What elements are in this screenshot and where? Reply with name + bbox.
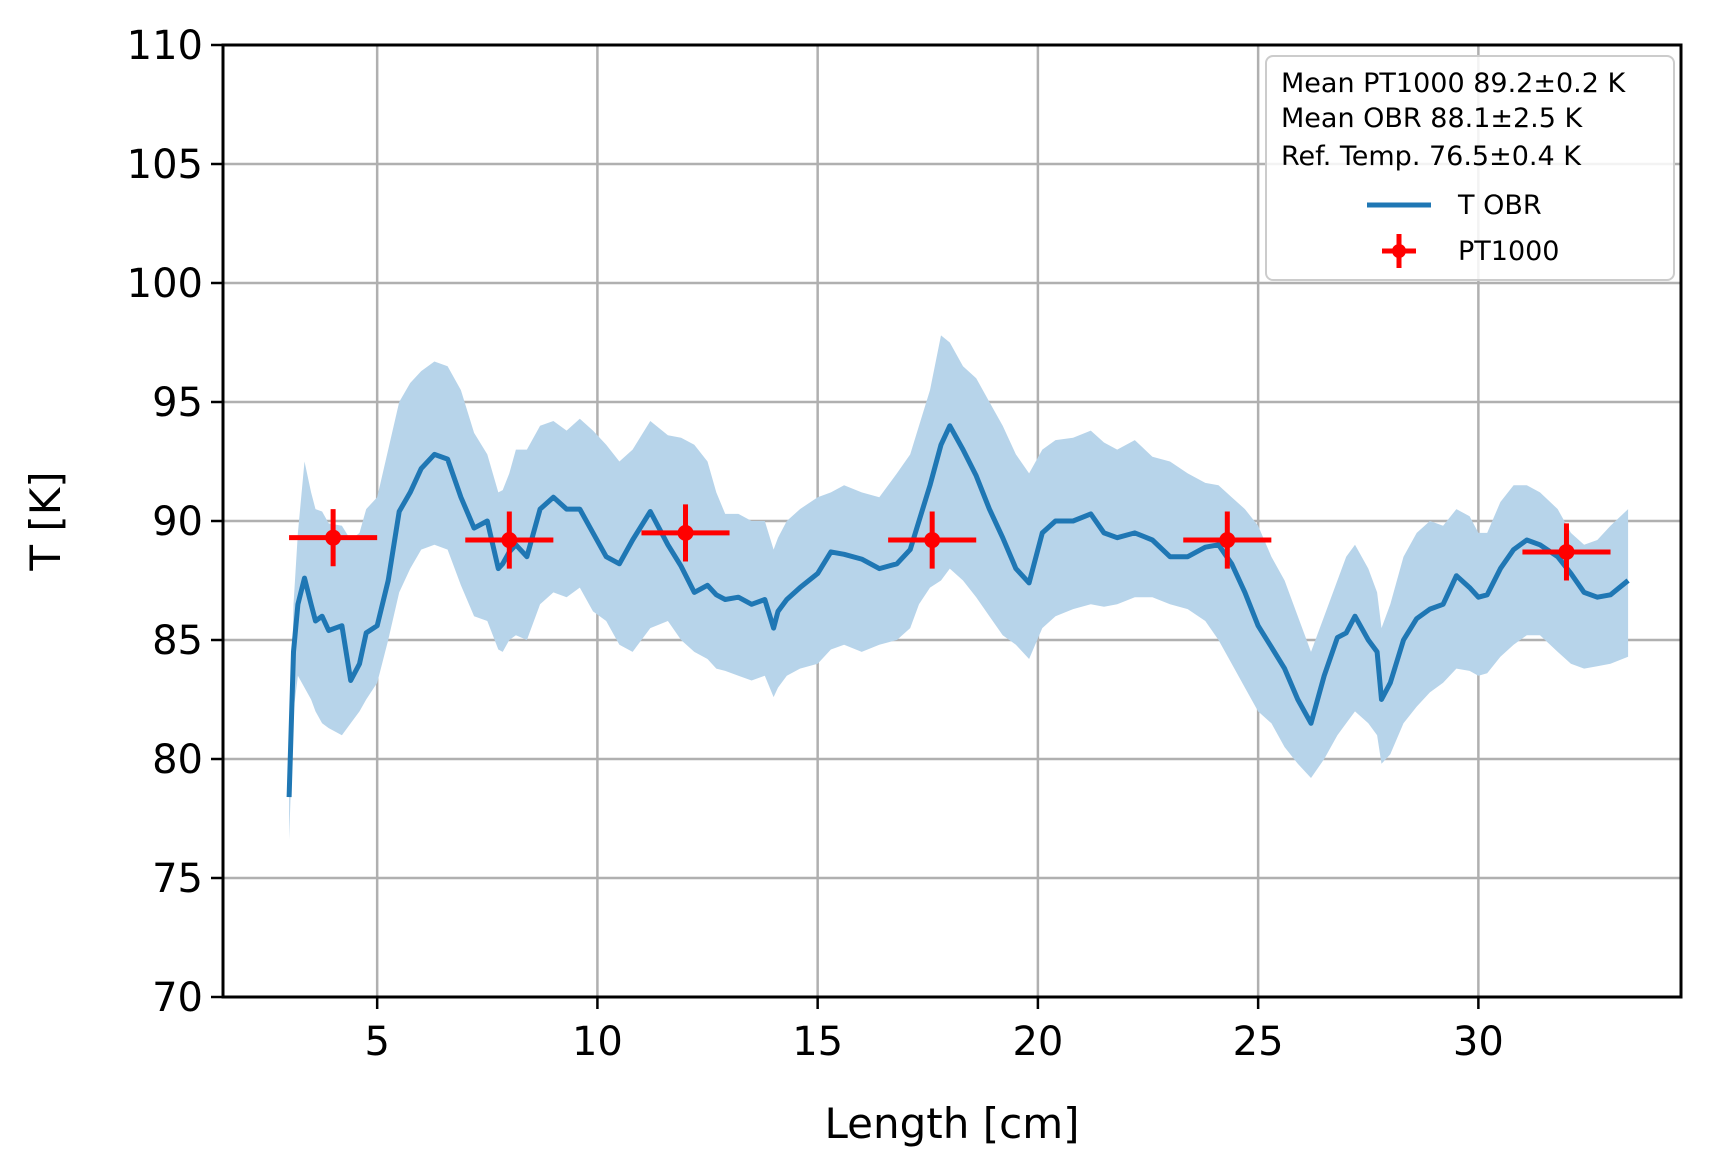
y-tick-label: 100	[127, 261, 203, 307]
y-tick-label: 75	[152, 856, 203, 902]
pt1000-point	[501, 532, 518, 549]
obr-uncertainty-band	[289, 335, 1629, 840]
legend-annotation-ref-temp: Ref. Temp. 76.5±0.4 K	[1281, 141, 1582, 172]
legend: Mean PT1000 89.2±0.2 K Mean OBR 88.1±2.5…	[1265, 55, 1675, 281]
x-tick-label: 20	[1012, 1019, 1063, 1065]
y-axis-label: T [K]	[21, 471, 70, 571]
y-tick-label: 95	[152, 380, 203, 426]
x-tick-label: 30	[1453, 1019, 1504, 1065]
obr-band-area	[289, 335, 1629, 840]
pt1000-point	[1558, 543, 1575, 560]
x-axis-label: Length [cm]	[825, 1099, 1080, 1148]
x-tick-label: 15	[792, 1019, 843, 1065]
legend-label-t-obr: T OBR	[1457, 190, 1542, 221]
y-tick-label: 70	[152, 975, 203, 1021]
legend-label-pt1000: PT1000	[1458, 236, 1560, 267]
legend-annotation-obr: Mean OBR 88.1±2.5 K	[1281, 103, 1584, 134]
x-tick-label: 5	[364, 1019, 389, 1065]
obr-line	[286, 423, 1630, 798]
pt1000-point	[325, 529, 342, 546]
y-tick-label: 110	[127, 23, 203, 69]
pt1000-point	[677, 524, 694, 541]
legend-box	[1265, 55, 1675, 281]
x-tick-label: 10	[572, 1019, 623, 1065]
y-tick-label: 90	[152, 499, 203, 545]
y-tick-label: 85	[152, 618, 203, 664]
axis-ticks: 5 10 15 20 25 30 70 75 80 85 90 95 100 105 110	[127, 23, 1504, 1065]
pt1000-point	[924, 532, 941, 549]
y-tick-label: 105	[127, 142, 203, 188]
legend-annotation-pt1000: Mean PT1000 89.2±0.2 K	[1281, 68, 1626, 99]
pt1000-point	[1219, 532, 1236, 549]
y-tick-label: 80	[152, 737, 203, 783]
x-tick-label: 25	[1233, 1019, 1284, 1065]
legend-marker-swatch	[1392, 244, 1406, 258]
pt1000-errorbars	[289, 504, 1611, 581]
obr-line-layer	[286, 423, 1630, 798]
